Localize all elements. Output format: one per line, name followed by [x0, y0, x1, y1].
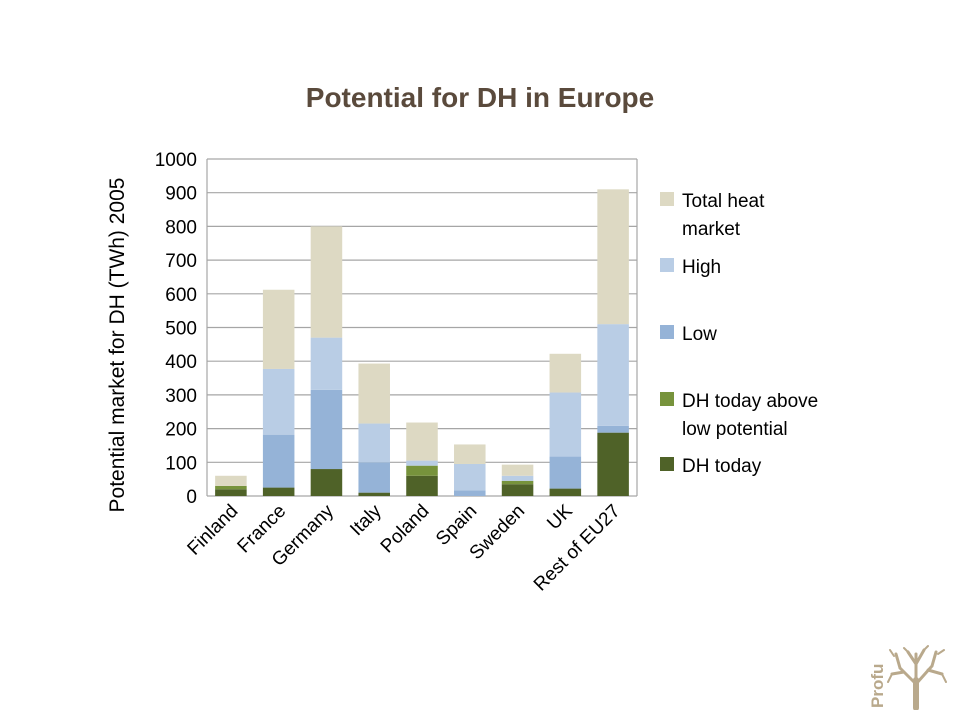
bar-segment	[406, 460, 438, 466]
bar-segment	[501, 484, 534, 496]
bar-stack	[597, 189, 629, 496]
legend-swatch	[660, 392, 674, 406]
y-tick-label: 600	[165, 285, 197, 306]
bar-segment	[501, 475, 534, 481]
bar-stack	[501, 464, 534, 496]
legend-swatch	[660, 457, 674, 471]
bar-segment	[310, 337, 343, 390]
bar-segment	[501, 464, 534, 476]
bar-segment	[358, 492, 390, 496]
bar-segment	[310, 226, 343, 338]
legend-label: DH today above	[682, 391, 818, 412]
legend-swatch	[660, 192, 674, 206]
legend-label: market	[682, 219, 741, 240]
chart-title: Potential for DH in Europe	[305, 82, 655, 113]
bar-segment	[215, 489, 247, 496]
bar-stack	[262, 289, 295, 496]
bar-segment	[597, 425, 629, 433]
legend-item: DH today	[660, 456, 762, 477]
bar-segment	[406, 475, 438, 496]
tree-icon	[887, 645, 947, 710]
bar-stack	[215, 475, 247, 496]
bar-segment	[358, 462, 390, 493]
legend-label: DH today	[682, 456, 762, 477]
bar-stack	[358, 363, 390, 496]
x-tick-label: UK	[543, 500, 577, 534]
y-tick-label: 400	[165, 352, 197, 373]
bar-segment	[262, 289, 295, 369]
bar-stack	[310, 226, 343, 496]
y-tick-label: 100	[165, 453, 197, 474]
bar-stacks	[215, 189, 629, 496]
y-tick-label: 500	[165, 319, 197, 340]
bar-segment	[549, 456, 582, 489]
bar-segment	[262, 368, 295, 435]
y-tick-label: 200	[165, 420, 197, 441]
bar-segment	[549, 353, 582, 393]
x-tick-label: Rest of EU27	[530, 501, 625, 596]
bar-segment	[454, 444, 486, 464]
legend-item: Total heat market	[660, 191, 765, 240]
bar-stack	[549, 353, 582, 496]
bar-segment	[358, 423, 390, 463]
logo-text: Profu	[868, 664, 887, 708]
legend-label: low potential	[682, 419, 788, 440]
y-tick-label: 700	[165, 251, 197, 272]
bar-segment	[215, 475, 247, 486]
bar-segment	[406, 422, 438, 461]
bar-segment	[215, 485, 247, 490]
legend-swatch	[660, 258, 674, 272]
legend-label: Total heat	[682, 191, 765, 212]
bar-segment	[310, 389, 343, 470]
bar-segment	[454, 490, 486, 496]
x-tick-label: Finland	[184, 501, 243, 560]
profu-logo: Profu	[868, 645, 947, 710]
legend-item: Low	[660, 324, 717, 345]
y-tick-label: 800	[165, 217, 197, 238]
y-axis-label: Potential market for DH (TWh) 2005	[106, 178, 129, 513]
bar-segment	[406, 465, 438, 476]
y-tick-label: 300	[165, 386, 197, 407]
bar-stack	[406, 422, 438, 496]
x-tick-label: Poland	[377, 501, 434, 558]
bar-segment	[262, 487, 295, 496]
legend-item: High	[660, 257, 721, 278]
bar-segment	[310, 469, 343, 496]
bar-segment	[549, 488, 582, 496]
bar-segment	[597, 189, 629, 325]
y-tick-label: 900	[165, 184, 197, 205]
bar-segment	[549, 392, 582, 457]
bar-segment	[454, 463, 486, 491]
bar-segment	[262, 434, 295, 488]
legend-label: High	[682, 257, 721, 278]
legend-label: Low	[682, 324, 717, 345]
y-tick-label: 1000	[155, 150, 197, 171]
bar-segment	[597, 432, 629, 496]
bar-segment	[501, 480, 534, 485]
bar-stack	[454, 444, 486, 496]
legend: Total heat market High Low DH today above low…	[660, 191, 818, 477]
y-tick-labels: 0 100 200 300 400 500 600 700 800 900 1000	[155, 150, 197, 508]
legend-item: DH today above low potential	[660, 391, 818, 440]
legend-swatch	[660, 325, 674, 339]
y-tick-label: 0	[186, 487, 197, 508]
bar-segment	[358, 363, 390, 424]
bar-segment	[597, 324, 629, 426]
x-tick-label: Italy	[346, 500, 386, 540]
